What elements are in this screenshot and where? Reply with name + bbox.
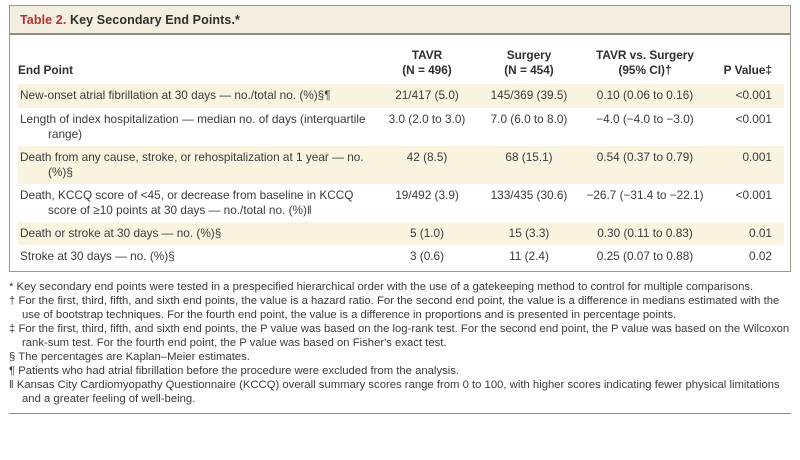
table-card: Table 2. Key Secondary End Points.* End …: [9, 5, 791, 273]
end-point-cell: Stroke at 30 days — no. (%)§: [20, 249, 175, 264]
footnote-symbol: †: [9, 295, 16, 308]
comparison-cell: 0.25 (0.07 to 0.88): [596, 249, 694, 264]
footnote: * Key secondary end points were tested i…: [9, 280, 791, 294]
footnote: § The percentages are Kaplan–Meier estim…: [9, 350, 791, 364]
column-header-surgery-line2: (N = 454): [504, 62, 554, 77]
footnote-text: Patients who had atrial fibrillation bef…: [18, 365, 460, 378]
table-title: Key Secondary End Points.*: [70, 13, 241, 27]
tavr-cell: 3.0 (2.0 to 3.0): [388, 111, 466, 126]
end-point-cell: Death or stroke at 30 days — no. (%)§: [20, 226, 222, 241]
p-value-cell: <0.001: [735, 187, 772, 202]
end-point-cell: Death from any cause, stroke, or rehospi…: [20, 149, 364, 179]
table-row: Length of index hospitalization — median…: [18, 108, 784, 146]
column-header-surgery: Surgery (N = 454): [476, 48, 582, 77]
column-header-tavr: TAVR (N = 496): [378, 48, 476, 77]
column-header-surgery-line1: Surgery: [506, 48, 552, 62]
surgery-cell: 11 (2.4): [509, 249, 549, 264]
footnote-symbol: ¶: [9, 365, 16, 378]
surgery-cell: 145/369 (39.5): [490, 88, 568, 103]
column-header-end-point: End Point: [18, 62, 74, 77]
p-value-cell: 0.02: [749, 249, 772, 264]
column-header-tavr-line2: (N = 496): [402, 62, 452, 77]
table-body: End Point TAVR (N = 496) Surgery (N = 45…: [10, 35, 790, 272]
p-value-cell: 0.001: [742, 149, 772, 164]
column-header-comparison-line2: (95% CI)†: [618, 62, 672, 77]
comparison-cell: −4.0 (−4.0 to −3.0): [596, 111, 694, 126]
end-point-cell: Length of index hospitalization — median…: [20, 111, 366, 141]
column-header-p-value: P Value‡: [723, 62, 772, 77]
column-header-comparison: TAVR vs. Surgery (95% CI)†: [582, 48, 708, 77]
p-value-cell: 0.01: [749, 226, 772, 241]
table-row: Death or stroke at 30 days — no. (%)§ 5 …: [18, 222, 784, 246]
tavr-cell: 19/492 (3.9): [395, 187, 459, 202]
footnote-text: For the first, third, fifth, and sixth e…: [18, 295, 780, 322]
comparison-cell: 0.30 (0.11 to 0.83): [597, 226, 693, 241]
footnote: ¶ Patients who had atrial fibrillation b…: [9, 364, 791, 378]
footnote-symbol: ‡: [9, 323, 16, 336]
surgery-cell: 68 (15.1): [505, 149, 553, 164]
table-rows: New-onset atrial fibrillation at 30 days…: [18, 84, 784, 268]
footnote-text: Key secondary end points were tested in …: [16, 281, 754, 294]
footnote: ‖ Kansas City Cardiomyopathy Questionnai…: [9, 378, 791, 406]
tavr-cell: 42 (8.5): [406, 149, 448, 164]
table-row: New-onset atrial fibrillation at 30 days…: [18, 84, 784, 108]
comparison-cell: 0.54 (0.37 to 0.79): [596, 149, 694, 164]
table-header-row: End Point TAVR (N = 496) Surgery (N = 45…: [18, 48, 784, 84]
column-header-comparison-line1: TAVR vs. Surgery: [596, 48, 694, 62]
footnote-text: Kansas City Cardiomyopathy Questionnaire…: [16, 379, 780, 406]
footnote-symbol: ‖: [9, 379, 14, 392]
comparison-cell: 0.10 (0.06 to 0.16): [596, 88, 694, 103]
p-value-cell: <0.001: [735, 88, 772, 103]
tavr-cell: 5 (1.0): [409, 226, 445, 241]
footnote-text: For the first, third, fifth, and sixth e…: [18, 323, 790, 350]
tavr-cell: 21/417 (5.0): [395, 88, 459, 103]
column-header-tavr-line1: TAVR: [411, 48, 443, 62]
end-point-cell: New-onset atrial fibrillation at 30 days…: [20, 88, 331, 103]
surgery-cell: 7.0 (6.0 to 8.0): [490, 111, 568, 126]
table-row: Stroke at 30 days — no. (%)§ 3 (0.6) 11 …: [18, 245, 784, 268]
p-value-cell: <0.001: [735, 111, 772, 126]
table-row: Death from any cause, stroke, or rehospi…: [18, 145, 784, 184]
table-number-label: Table 2.: [20, 13, 67, 27]
tavr-cell: 3 (0.6): [409, 249, 445, 264]
table-row: Death, KCCQ score of <45, or decrease fr…: [18, 184, 784, 222]
comparison-cell: −26.7 (−31.4 to −22.1): [586, 187, 704, 202]
surgery-cell: 15 (3.3): [508, 226, 550, 241]
table-title-bar: Table 2. Key Secondary End Points.*: [10, 6, 790, 35]
surgery-cell: 133/435 (30.6): [490, 187, 568, 202]
footnotes: * Key secondary end points were tested i…: [9, 280, 791, 415]
footnote: † For the first, third, fifth, and sixth…: [9, 294, 791, 322]
end-point-cell: Death, KCCQ score of <45, or decrease fr…: [20, 187, 354, 218]
footnote-symbol: *: [9, 281, 14, 294]
footnote: ‡ For the first, third, fifth, and sixth…: [9, 322, 791, 350]
footnote-text: The percentages are Kaplan–Meier estimat…: [18, 351, 250, 364]
footnote-symbol: §: [9, 351, 16, 364]
